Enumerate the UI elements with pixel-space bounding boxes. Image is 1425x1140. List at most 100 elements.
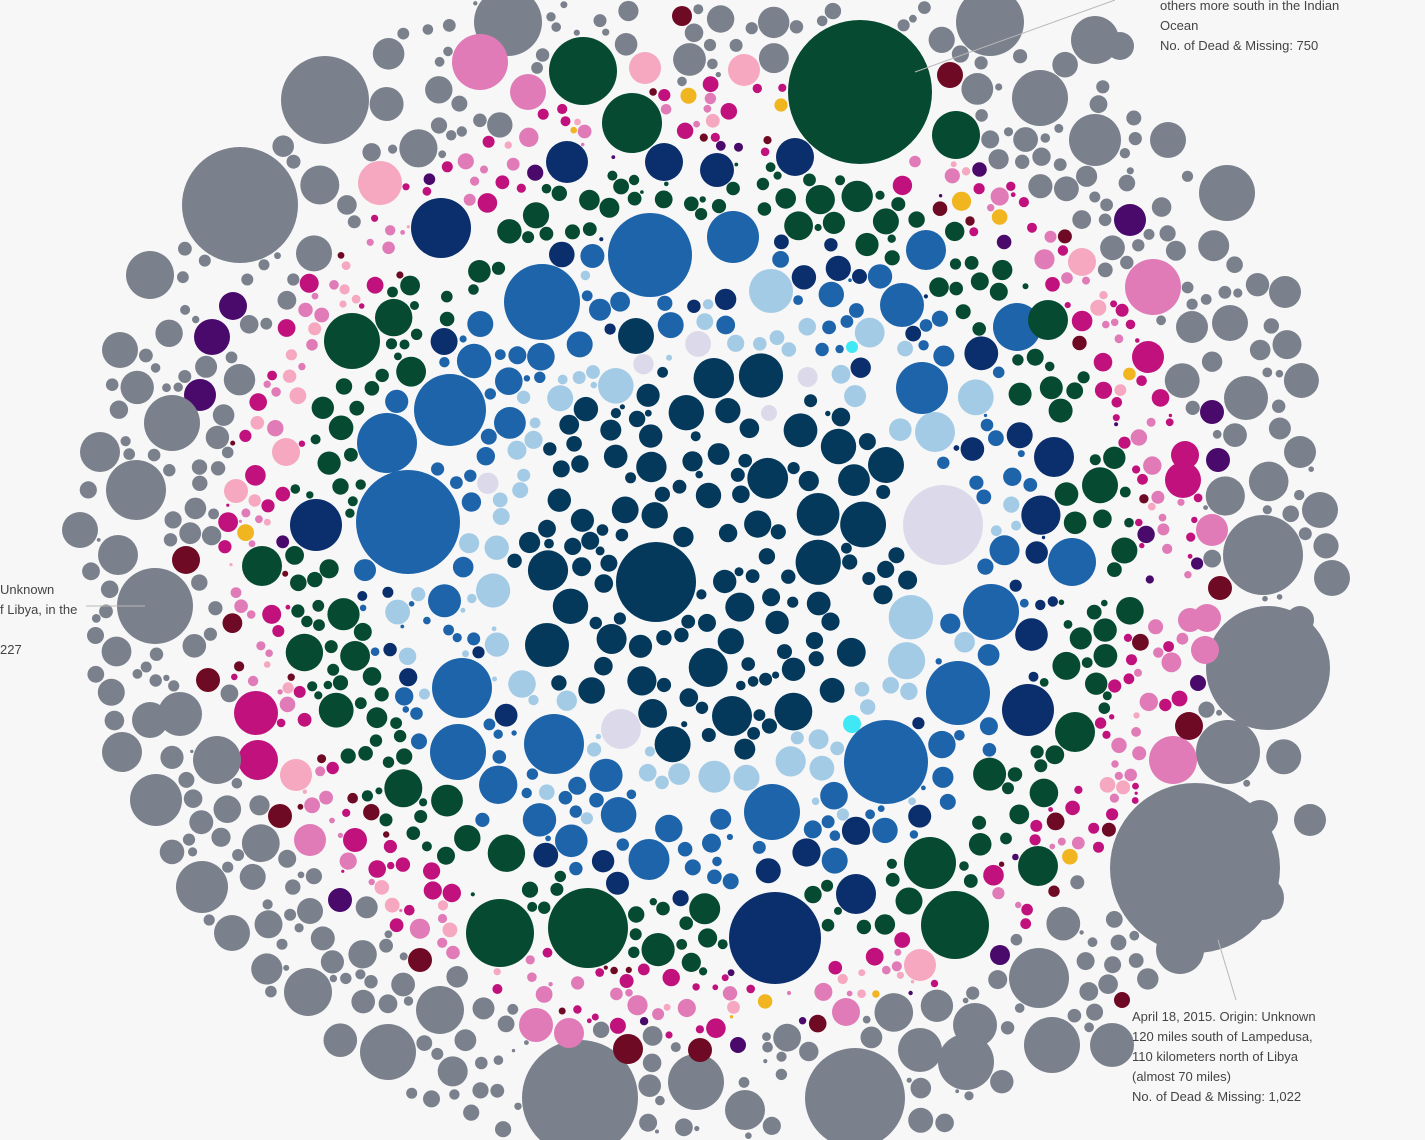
bubble-dark-green [806,185,835,214]
bubble-dark-green [341,748,356,763]
bubble-core [796,540,841,585]
bubble-light-blue [512,482,528,498]
bubble-gray [1076,166,1097,187]
bubble-magenta [711,133,720,142]
bubble-mid-blue [710,809,731,830]
bubble-gray [360,1024,416,1080]
bubble-dark-green [375,299,412,336]
bubble-dark-green [375,687,389,701]
bubble-dark-green [312,600,324,612]
bubble-gray [758,7,789,38]
bubble-gray [898,19,910,31]
bubble-mid-blue [983,743,997,757]
bubble-light-blue [598,368,634,404]
bubble-mid-blue [460,335,467,342]
bubble-mid-blue [453,557,474,578]
bubble-pink [991,187,1009,205]
bubble-magenta [829,961,843,975]
bubble-core [616,529,629,542]
bubble-mid-blue [610,292,630,312]
bubble-gray [1013,127,1038,152]
bubble-gray [163,675,169,681]
bubble-dark-green [932,111,980,159]
annotation-line: No. of Dead & Missing: 750 [1160,36,1339,56]
bubble-core [771,524,786,539]
bubble-dark-green [803,174,816,187]
bubble-gray [725,1090,765,1130]
bubble-mid-blue [921,786,926,791]
bubble-light-pink [494,968,501,975]
bubble-light-pink [290,387,307,404]
bubble-gray [473,997,495,1019]
bubble-pink [1162,652,1182,672]
bubble-gold [237,524,254,541]
bubble-maroon [965,216,974,225]
bubble-gray [185,498,207,520]
bubble-core [519,532,540,553]
bubble-dark-green [766,162,776,172]
bubble-navy [774,235,789,250]
bubble-mid-blue [479,766,517,804]
bubble-magenta [478,193,498,213]
bubble-pink [1177,633,1189,645]
bubble-pink [1131,727,1141,737]
bubble-gray [168,680,179,691]
bubble-gray [1166,241,1186,261]
bubble-gray [707,59,718,70]
bubble-dark-green [290,575,307,592]
bubble-core [759,548,775,564]
bubble-magenta [1110,300,1117,307]
bubble-core [840,502,886,548]
bubble-purple [730,1037,746,1053]
bubble-pink [1143,456,1161,474]
bubble-dark-green [370,734,382,746]
bubble-magenta [218,540,231,553]
bubble-dark-green [734,163,738,167]
bubble-core [590,617,602,629]
bubble-gray [776,1052,786,1062]
bubble-light-pink [286,349,297,360]
bubble-dark-green [1027,349,1044,366]
bubble-gray [416,986,464,1034]
bubble-light-blue [812,798,820,806]
bubble-light-pink [342,261,351,270]
bubble-mid-blue [356,470,460,574]
bubble-dark-green [689,893,720,924]
bubble-gray [92,614,101,623]
bubble-gray [1186,401,1200,415]
bubble-light-blue [573,371,586,384]
bubble-magenta [442,161,453,172]
bubble-mid-blue [868,264,892,288]
bubble-dark-green [886,873,900,887]
bubble-light-pink [249,494,261,506]
bubble-gray [1041,133,1051,143]
bubble-magenta [638,964,650,976]
annotation-line: No. of Dead & Missing: 1,022 [1132,1087,1316,1107]
bubble-magenta [1124,673,1135,684]
bubble-mid-blue [820,782,848,810]
bubble-mid-blue [976,490,991,505]
bubble-dark-green [1087,605,1102,620]
bubble-dark-green [921,891,989,959]
bubble-light-blue [476,573,510,607]
bubble-dark-green [815,224,822,231]
bubble-navy [599,237,603,241]
bubble-gray [1243,780,1250,787]
bubble-gold [758,994,772,1008]
bubble-magenta [761,148,770,157]
bubble-gray [673,43,706,76]
bubble-gray [1144,229,1155,240]
bubble-gray [1224,376,1268,420]
bubble-pink [304,797,320,813]
bubble-pink [1162,544,1172,554]
bubble-gray [348,215,361,228]
bubble-pink [909,156,921,168]
bubble-dark-green [291,604,304,617]
bubble-magenta [1095,382,1112,399]
bubble-core [873,585,892,604]
bubble-gold [681,88,697,104]
bubble-purple [1206,448,1230,472]
bubble-gray [655,1096,665,1106]
bubble-navy [1002,684,1054,736]
